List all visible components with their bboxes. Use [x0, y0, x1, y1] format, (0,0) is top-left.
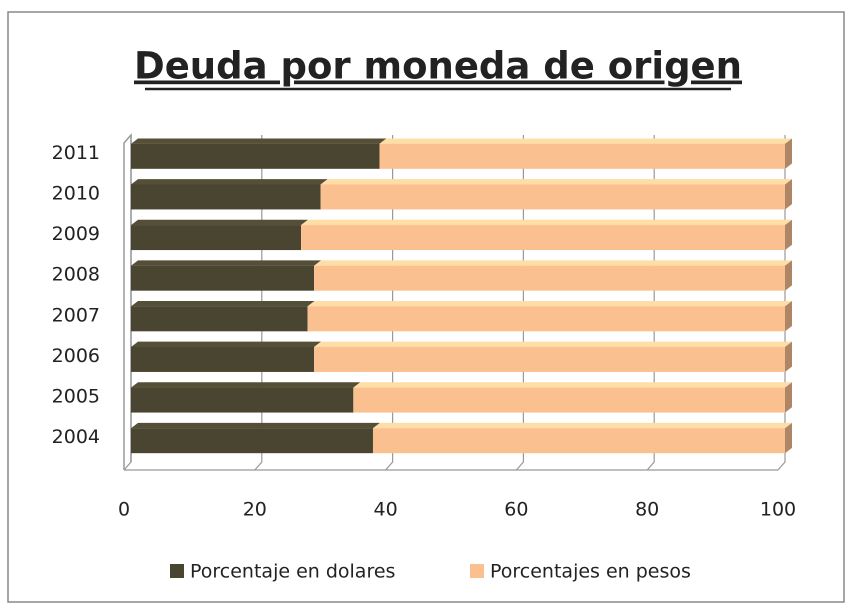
- bar: [320, 184, 785, 210]
- bar-end: [785, 422, 792, 454]
- chart-title: Deuda por moneda de origen: [134, 45, 742, 88]
- y-tick-label: 2006: [52, 345, 100, 367]
- bar: [131, 265, 315, 291]
- bar-end: [785, 300, 792, 332]
- bar-end: [785, 382, 792, 413]
- x-tick-label: 60: [504, 499, 528, 521]
- bar: [314, 265, 785, 291]
- bar-end: [785, 260, 792, 291]
- x-tick-label: 40: [374, 499, 398, 521]
- bar: [314, 346, 785, 372]
- x-tick-label: 0: [118, 499, 130, 521]
- bar: [131, 387, 354, 413]
- bar: [301, 225, 785, 251]
- bar-top: [131, 219, 309, 226]
- bar-end: [785, 341, 792, 372]
- bar: [379, 143, 785, 169]
- bar-top: [379, 138, 792, 144]
- bar-top: [131, 341, 322, 347]
- bar-top: [131, 382, 361, 388]
- bar: [353, 387, 785, 413]
- bar-end: [785, 179, 792, 210]
- y-tick-label: 2009: [52, 223, 100, 245]
- bar-top: [372, 422, 792, 429]
- bar-top: [314, 341, 792, 347]
- x-tick-label: 100: [760, 499, 796, 521]
- bar-top: [314, 260, 792, 266]
- bar-top: [307, 300, 792, 307]
- bar: [307, 306, 785, 332]
- bar-top: [301, 219, 792, 226]
- x-tick-label: 20: [243, 499, 267, 521]
- bar-top: [353, 382, 792, 388]
- y-tick-label: 2007: [52, 304, 100, 326]
- bar: [372, 428, 785, 454]
- legend-swatch: [470, 564, 484, 578]
- bar: [131, 306, 308, 332]
- bar-end: [785, 138, 792, 169]
- bar: [131, 143, 380, 169]
- bar-top: [131, 179, 328, 185]
- legend-label: Porcentajes en pesos: [490, 561, 691, 583]
- bar-top: [131, 260, 322, 266]
- y-tick-label: 2004: [52, 426, 100, 448]
- x-tick-label: 80: [635, 499, 659, 521]
- y-tick-label: 2005: [52, 386, 100, 408]
- y-tick-label: 2011: [52, 142, 100, 164]
- bar-top: [320, 179, 792, 185]
- bar-top: [131, 300, 315, 307]
- bar-top: [131, 138, 387, 144]
- bar-end: [785, 219, 792, 251]
- legend-swatch: [170, 564, 184, 578]
- legend-label: Porcentaje en dolares: [190, 561, 395, 583]
- bar: [131, 428, 373, 454]
- bar-top: [131, 422, 380, 429]
- bar: [131, 346, 315, 372]
- y-tick-label: 2008: [52, 264, 100, 286]
- bar: [131, 225, 302, 251]
- bar: [131, 184, 321, 210]
- y-tick-label: 2010: [52, 182, 100, 204]
